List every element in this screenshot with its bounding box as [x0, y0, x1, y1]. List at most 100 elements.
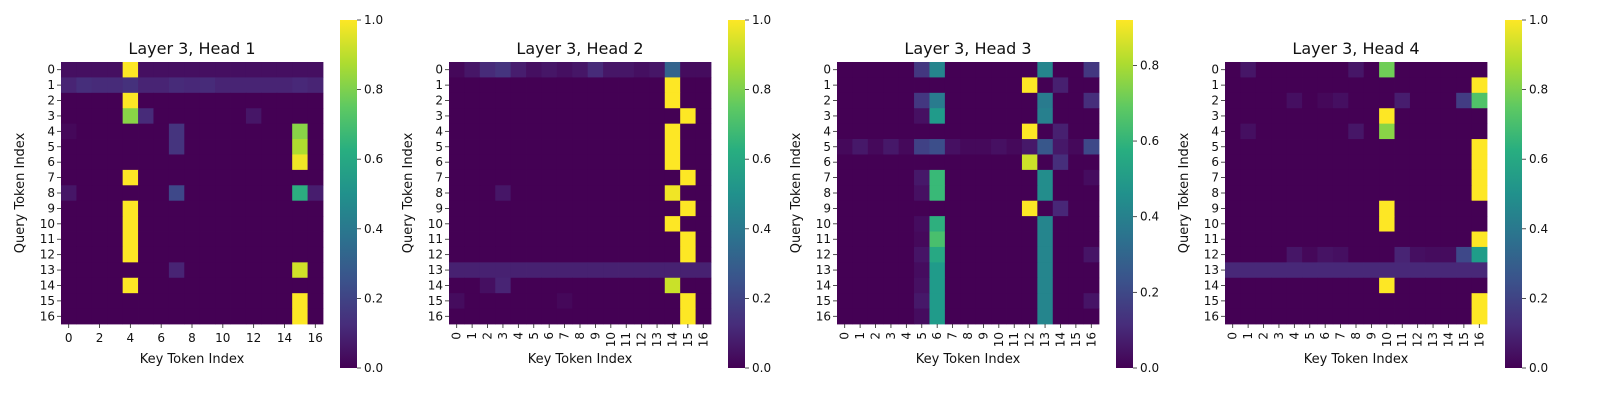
heatmap-cell [1425, 277, 1442, 294]
heatmap-cell [914, 139, 930, 155]
heatmap-cell [276, 154, 293, 171]
heatmap-cell [1394, 77, 1411, 94]
heatmap-cell [1471, 108, 1488, 125]
heatmap-cell [680, 169, 696, 186]
heatmap-cell [215, 308, 231, 325]
heatmap-cell [883, 246, 900, 263]
heatmap-cell [1052, 200, 1069, 217]
heatmap-cell [184, 308, 201, 325]
heatmap-cell [1302, 246, 1318, 263]
y-tick-label: 6 [435, 155, 443, 169]
heatmap-cell [261, 308, 278, 325]
heatmap-cell [618, 216, 635, 232]
heatmap-cell [1409, 262, 1426, 279]
heatmap-cell [1271, 216, 1288, 232]
y-tick-label: 1 [823, 78, 831, 92]
heatmap-cell [960, 293, 977, 309]
x-tick-label: 15 [681, 332, 695, 347]
colorbar-tick-label: 0.0 [1529, 361, 1548, 375]
heatmap-cell [307, 246, 324, 263]
heatmap-cell [603, 262, 619, 279]
heatmap-cell [1006, 308, 1023, 325]
heatmap-cell [276, 169, 293, 186]
heatmap-cell [1225, 108, 1241, 125]
heatmap-cell [122, 108, 139, 125]
colorbar-tick-label: 0.4 [1140, 210, 1159, 224]
heatmap-cell [168, 154, 185, 171]
heatmap-cell [464, 216, 481, 232]
x-tick-label: 8 [573, 332, 587, 340]
heatmap-cell [138, 108, 154, 125]
heatmap-cell [479, 200, 496, 217]
heatmap-cell [168, 169, 185, 186]
heatmap-cell [944, 216, 961, 232]
heatmap-cell [556, 92, 573, 109]
x-tick-label: 2 [481, 332, 495, 340]
heatmap-cell [1332, 92, 1349, 109]
heatmap-cell [91, 123, 108, 140]
heatmap-cell [464, 169, 481, 186]
heatmap-cell [929, 293, 946, 309]
x-tick-label: 13 [650, 332, 664, 347]
y-tick-label: 5 [1211, 140, 1219, 154]
heatmap-cell [556, 293, 573, 309]
x-tick-label: 15 [1069, 332, 1083, 347]
heatmap-cell [184, 293, 201, 309]
heatmap-cell [649, 169, 666, 186]
heatmap-cell [618, 62, 635, 78]
heatmap-cell [633, 293, 650, 309]
y-tick-label: 6 [47, 155, 55, 169]
heatmap-cell [61, 293, 77, 309]
heatmap-cell [1052, 216, 1069, 232]
heatmap-cell [307, 185, 324, 202]
heatmap-cell [975, 154, 992, 171]
heatmap-cell [1317, 92, 1334, 109]
heatmap-cell [122, 77, 139, 94]
heatmap-cell [199, 277, 216, 294]
heatmap-cell [449, 169, 465, 186]
heatmap-cell [1332, 154, 1349, 171]
heatmap-cell [975, 293, 992, 309]
heatmap-cell [245, 92, 262, 109]
heatmap-cell [1286, 108, 1303, 125]
heatmap-cell [572, 62, 589, 78]
heatmap-cell [929, 92, 946, 109]
heatmap-cell [464, 62, 481, 78]
heatmap-cell [1302, 262, 1318, 279]
heatmap-cell [168, 185, 185, 202]
colorbar-tick-label: 0.2 [1140, 285, 1159, 299]
heatmap-cell [292, 123, 308, 140]
heatmap-cell [1440, 139, 1457, 155]
heatmap-cell [618, 169, 635, 186]
heatmap-cell [168, 308, 185, 325]
heatmap-cell [1302, 200, 1318, 217]
heatmap-cell [1332, 262, 1349, 279]
heatmap-cell [1471, 77, 1488, 94]
heatmap-cell [292, 308, 308, 325]
heatmap-cell [1271, 123, 1288, 140]
heatmap-cell [526, 277, 542, 294]
heatmap-cell [479, 277, 496, 294]
heatmap-cell [556, 108, 573, 125]
heatmap-cell [883, 200, 900, 217]
x-tick-label: 3 [884, 332, 898, 340]
heatmap-cell [618, 154, 635, 171]
heatmap-cell [960, 200, 977, 217]
heatmap-cell [867, 262, 884, 279]
heatmap-cell [261, 200, 278, 217]
heatmap-cell [1052, 231, 1069, 248]
heatmap-cell [867, 308, 884, 325]
heatmap-cell [276, 277, 293, 294]
heatmap-cell [975, 92, 992, 109]
x-tick-label: 16 [1472, 332, 1486, 347]
heatmap-cell [495, 246, 512, 263]
heatmap-cell [230, 293, 247, 309]
heatmap-cell [76, 308, 93, 325]
heatmap-cell [633, 62, 650, 78]
heatmap-cell [975, 216, 992, 232]
x-axis-label: Key Token Index [140, 352, 245, 367]
colorbar-tick-label: 0.2 [364, 291, 383, 305]
y-tick-label: 11 [1204, 232, 1219, 246]
heatmap-cell [867, 62, 884, 78]
heatmap-cell [76, 200, 93, 217]
